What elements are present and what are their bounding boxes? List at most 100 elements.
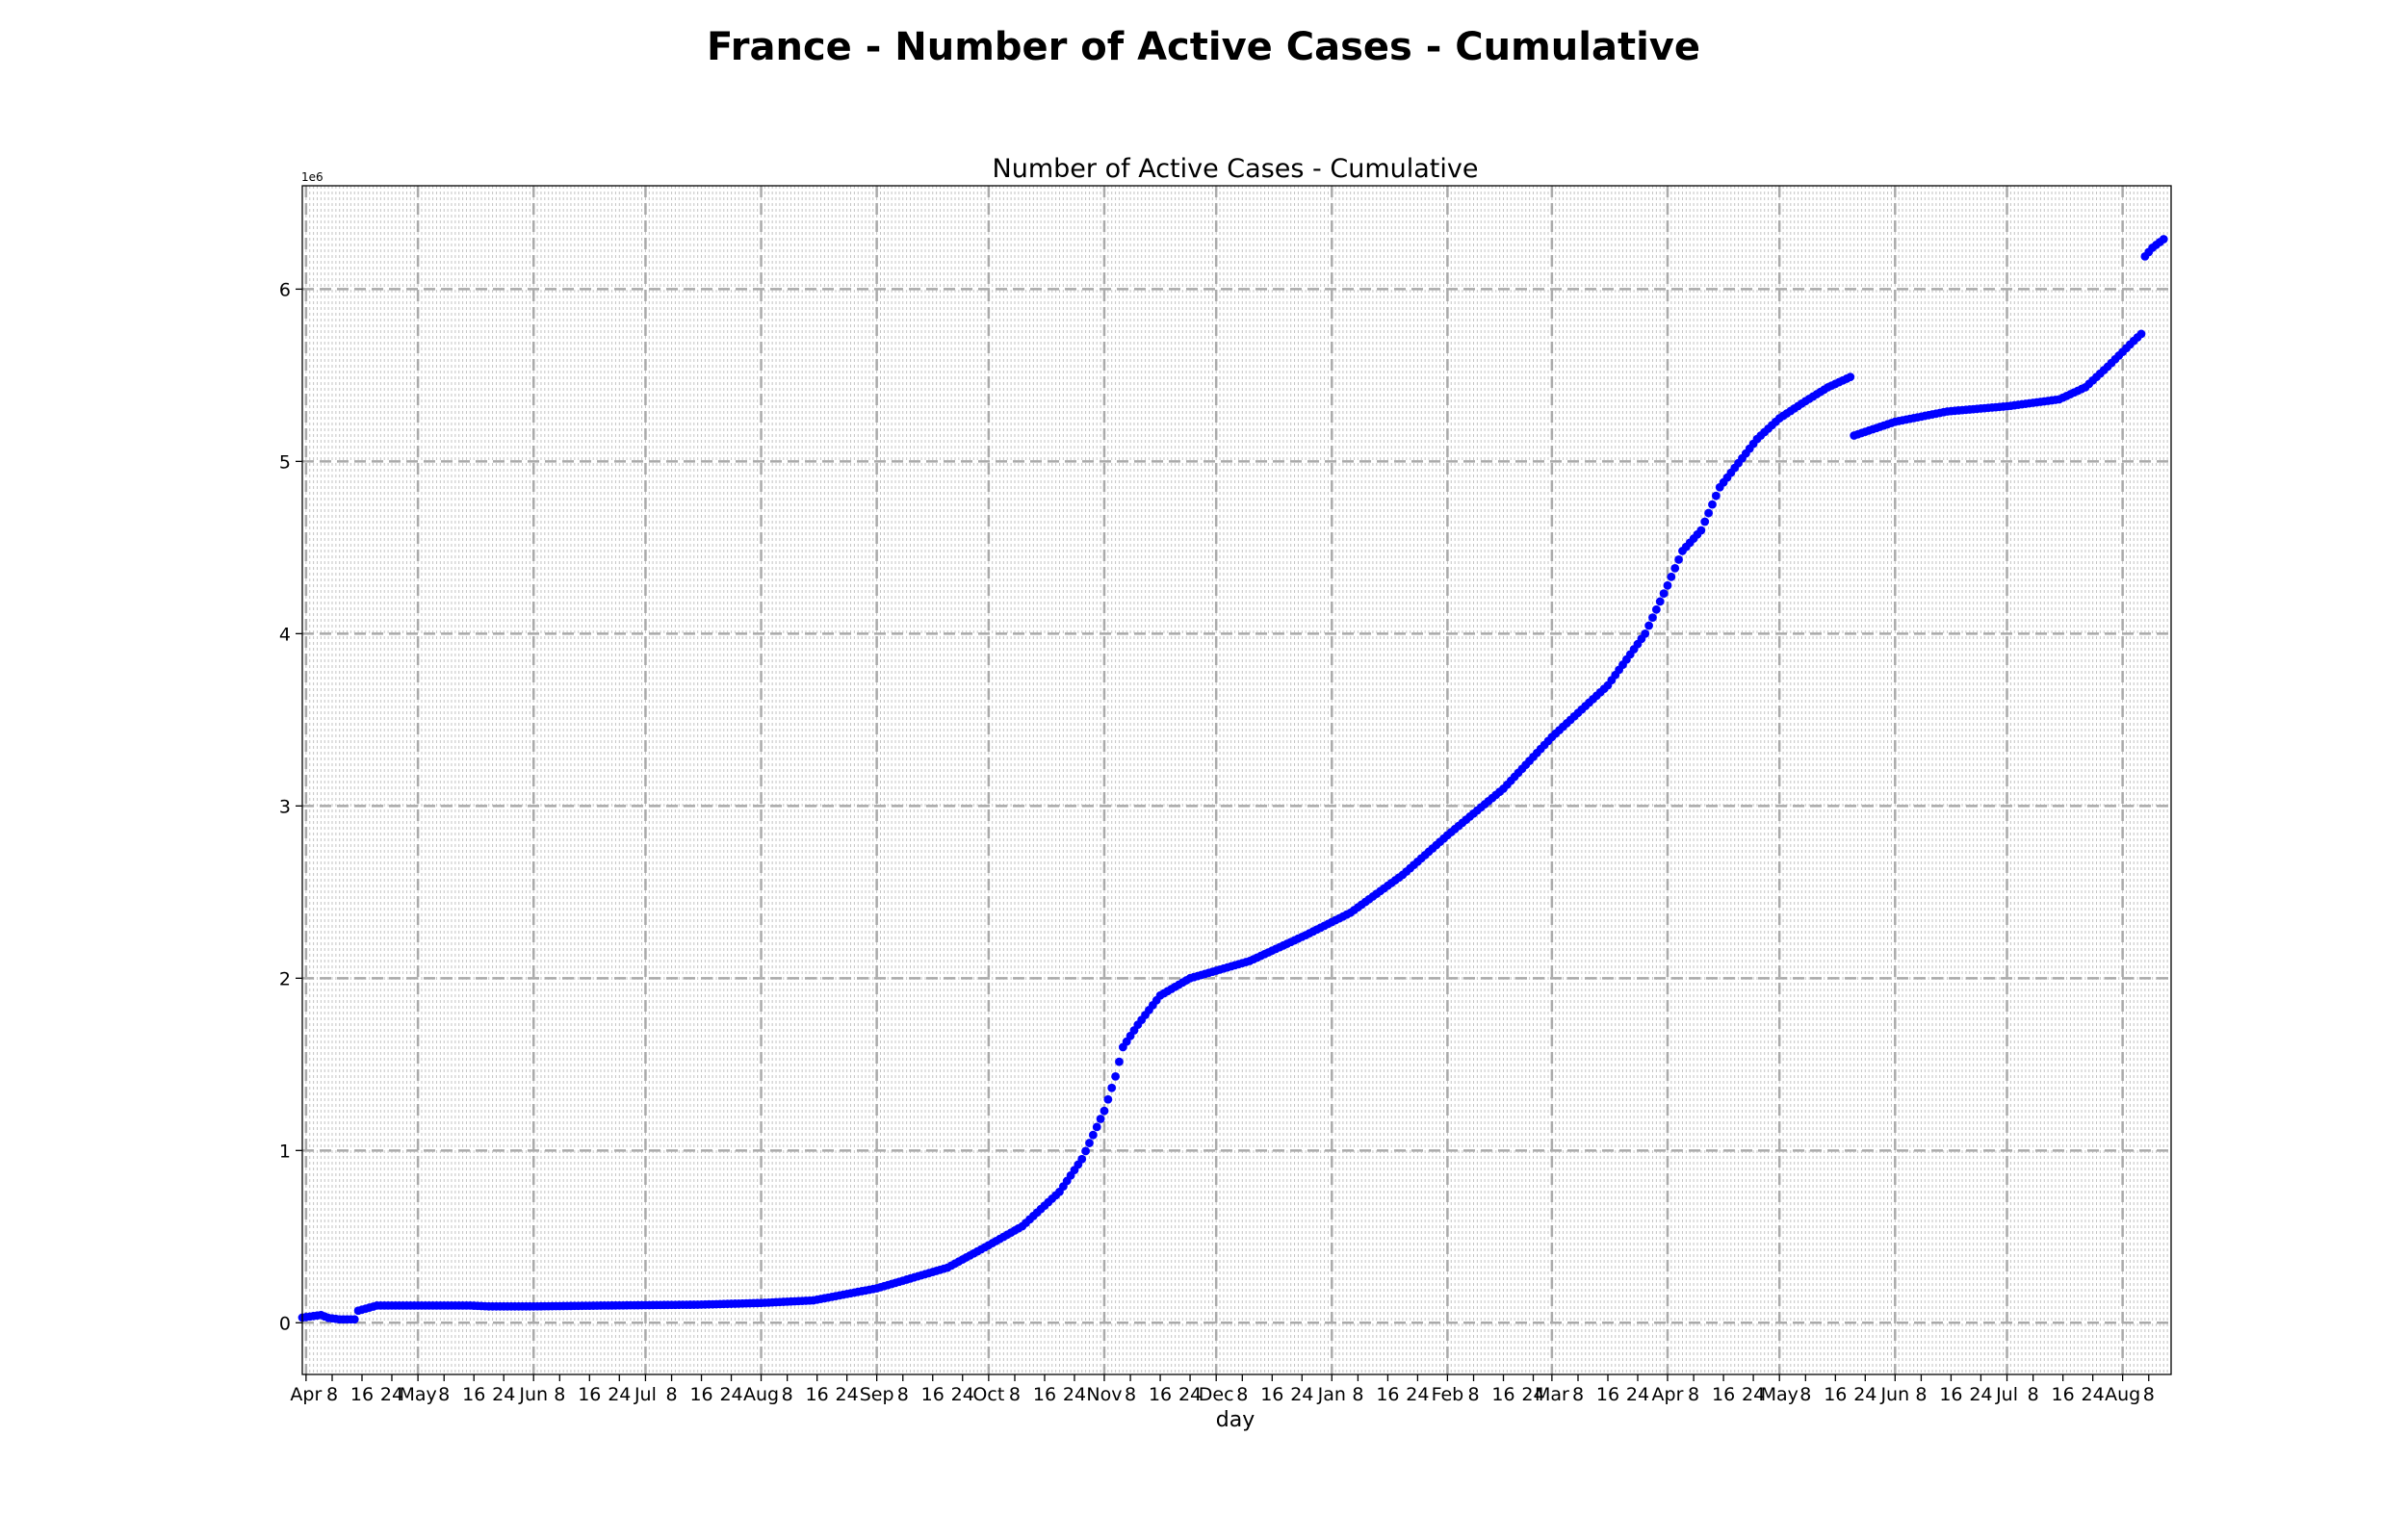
x-tick-label: 16 <box>1491 1384 1514 1405</box>
x-tick-label: 16 <box>1596 1384 1619 1405</box>
x-tick-label: 16 <box>350 1384 374 1405</box>
x-tick-label: Jan <box>1317 1384 1346 1405</box>
minor-grid <box>301 186 2172 1374</box>
x-tick-label: 24 <box>951 1384 974 1405</box>
x-tick-label: 16 <box>1824 1384 1847 1405</box>
y-tick-label: 1 <box>279 1141 291 1162</box>
y-tick-label: 3 <box>279 796 291 817</box>
y-tick-label: 6 <box>279 279 291 300</box>
x-tick-label: 24 <box>1063 1384 1086 1405</box>
x-tick-label: 16 <box>1712 1384 1735 1405</box>
data-point <box>1081 1146 1090 1156</box>
x-tick-label: 24 <box>1290 1384 1313 1405</box>
x-tick-label: 16 <box>1260 1384 1283 1405</box>
x-tick-label: 24 <box>1626 1384 1649 1405</box>
plot-frame <box>301 185 2172 1375</box>
data-point <box>1696 526 1706 535</box>
data-point <box>1085 1139 1094 1147</box>
data-points <box>298 235 2168 1324</box>
data-point <box>1648 613 1657 623</box>
x-tick-label: Mar <box>1535 1384 1569 1405</box>
x-tick-label: 8 <box>1352 1384 1363 1405</box>
figure-title: France - Number of Active Cases - Cumula… <box>707 25 1700 69</box>
x-tick-label: 24 <box>1742 1384 1765 1405</box>
data-point <box>1846 372 1855 382</box>
x-tick-label: 8 <box>1467 1384 1479 1405</box>
x-tick-label: 8 <box>554 1384 565 1405</box>
x-tick-label: 16 <box>806 1384 829 1405</box>
x-tick-label: 16 <box>921 1384 945 1405</box>
data-point <box>1670 563 1680 573</box>
x-tick-label: Jul <box>634 1384 657 1405</box>
x-tick-label: 24 <box>1853 1384 1876 1405</box>
x-tick-label: Aug <box>743 1384 779 1405</box>
data-point <box>1115 1057 1124 1066</box>
data-point <box>1659 589 1669 598</box>
x-tick-label: 24 <box>1178 1384 1202 1405</box>
data-point <box>1096 1115 1105 1123</box>
x-tick-label: Sep <box>860 1384 894 1405</box>
x-tick-label: 24 <box>1521 1384 1544 1405</box>
data-point <box>1655 597 1665 606</box>
x-tick-label: 16 <box>1149 1384 1172 1405</box>
x-tick-label: 24 <box>1406 1384 1429 1405</box>
x-tick-label: Apr <box>1652 1384 1684 1405</box>
data-point <box>1077 1154 1087 1164</box>
x-tick-label: 8 <box>2143 1384 2155 1405</box>
data-point <box>1111 1071 1120 1081</box>
x-tick-label: Dec <box>1199 1384 1234 1405</box>
x-axis-label: day <box>1216 1408 1255 1432</box>
y-tick-label: 4 <box>279 624 291 645</box>
x-tick-label: 8 <box>326 1384 338 1405</box>
x-tick-label: 16 <box>1939 1384 1962 1405</box>
major-grid <box>302 186 2171 1374</box>
x-tick-label: 8 <box>897 1384 909 1405</box>
data-point <box>1644 621 1653 630</box>
data-point <box>1641 629 1650 638</box>
data-point <box>1708 500 1717 509</box>
data-point <box>1651 604 1661 614</box>
data-point <box>1107 1083 1117 1092</box>
x-tick-label: 24 <box>2082 1384 2105 1405</box>
data-point <box>1667 572 1676 581</box>
axes-title: Number of Active Cases - Cumulative <box>993 154 1479 184</box>
y-tick-label: 5 <box>279 451 291 473</box>
x-tick-label: 16 <box>1033 1384 1056 1405</box>
x-tick-label: 24 <box>608 1384 631 1405</box>
data-point <box>2136 329 2146 339</box>
x-tick-label: 24 <box>492 1384 515 1405</box>
data-point <box>349 1315 359 1324</box>
x-tick-label: Feb <box>1432 1384 1464 1405</box>
x-tick-label: Apr <box>290 1384 322 1405</box>
x-tick-label: 8 <box>1915 1384 1927 1405</box>
x-tick-label: 24 <box>380 1384 403 1405</box>
x-tick-label: Nov <box>1086 1384 1122 1405</box>
x-tick-label: 24 <box>1969 1384 1992 1405</box>
x-tick-label: May <box>1761 1384 1799 1405</box>
data-point <box>1088 1130 1098 1140</box>
x-tick-label: May <box>399 1384 436 1405</box>
data-point <box>1674 555 1683 564</box>
y-tick-label: 2 <box>279 968 291 989</box>
x-tick-label: 8 <box>1236 1384 1248 1405</box>
x-tick-label: Jul <box>1995 1384 2018 1405</box>
x-tick-label: 8 <box>1125 1384 1136 1405</box>
y-tick-label: 0 <box>279 1313 291 1334</box>
x-tick-label: 16 <box>1376 1384 1399 1405</box>
data-point <box>1663 580 1672 590</box>
data-point <box>1100 1106 1109 1116</box>
x-tick-label: 8 <box>666 1384 678 1405</box>
x-tick-label: Oct <box>972 1384 1004 1405</box>
data-point <box>1704 508 1713 518</box>
x-tick-label: 8 <box>782 1384 793 1405</box>
y-offset-label: 1e6 <box>301 170 324 184</box>
x-tick-label: 8 <box>1799 1384 1811 1405</box>
x-tick-label: 16 <box>689 1384 712 1405</box>
data-point <box>1103 1094 1113 1104</box>
x-tick-label: 8 <box>2028 1384 2039 1405</box>
x-tick-label: Aug <box>2105 1384 2140 1405</box>
x-tick-label: 8 <box>1572 1384 1584 1405</box>
x-tick-label: 8 <box>1009 1384 1021 1405</box>
